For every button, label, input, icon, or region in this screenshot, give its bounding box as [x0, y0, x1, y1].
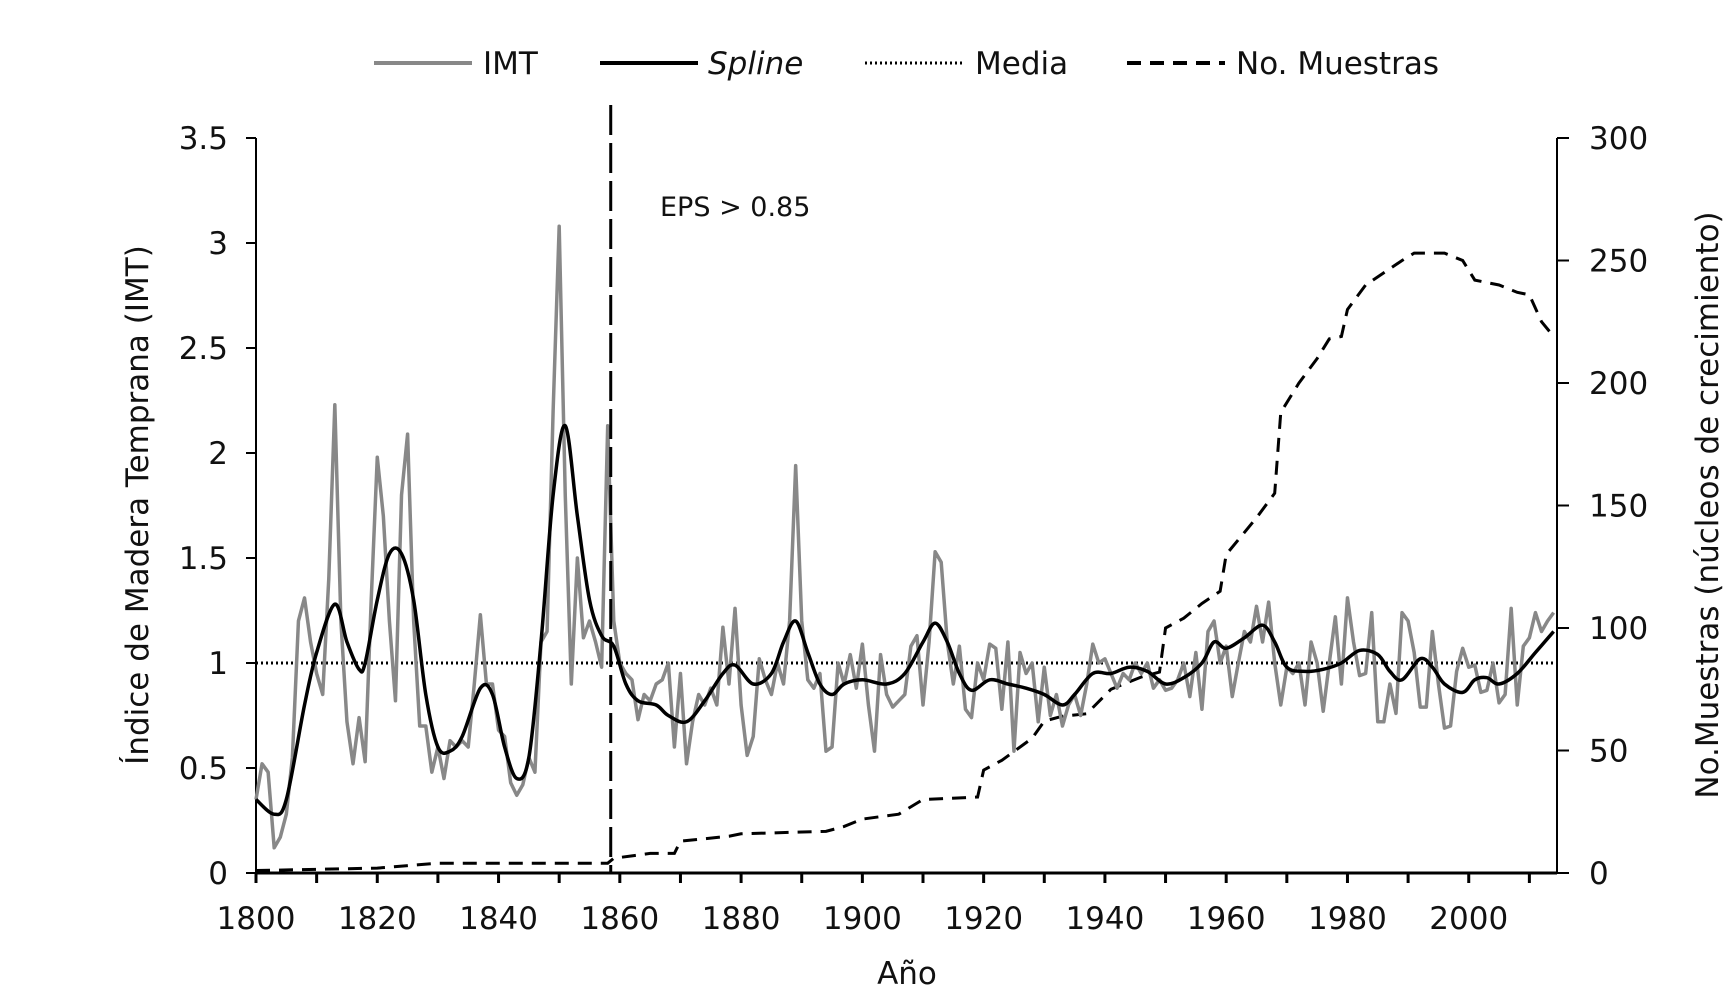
x-tick-label: 1820: [338, 901, 417, 937]
y-tick-label: 1.5: [179, 541, 228, 577]
y-tick-label: 3: [208, 226, 228, 262]
y2-tick-label: 300: [1589, 121, 1648, 157]
y2-tick-label: 200: [1589, 366, 1648, 402]
x-tick-label: 1960: [1187, 901, 1266, 937]
series: [254, 105, 1557, 873]
y2-tick-label: 100: [1589, 611, 1648, 647]
eps-annotation: EPS > 0.85: [660, 192, 810, 223]
y-tick-label: 2.5: [179, 331, 228, 367]
x-tick-label: 1880: [702, 901, 781, 937]
y-tick-label: 3.5: [179, 121, 228, 157]
y2-tick-label: 50: [1589, 734, 1628, 770]
x-tick-label: 2000: [1429, 901, 1508, 937]
x-tick-label: 1920: [944, 901, 1023, 937]
x-tick-label: 1900: [823, 901, 902, 937]
legend-media-label: Media: [975, 46, 1068, 82]
legend-samples-label: No. Muestras: [1236, 46, 1439, 82]
y2-tick-label: 250: [1589, 244, 1648, 280]
axes: 0 0.5 1 1.5 2 2.5 3 3.5 0 50 100 150 200 250 300 1800 18…: [179, 121, 1648, 937]
y2-tick-label: 150: [1589, 489, 1648, 525]
x-tick-label: 1800: [217, 901, 296, 937]
legend-imt-label: IMT: [483, 46, 539, 82]
y-tick-label: 1: [208, 646, 228, 682]
legend: IMT Spline Media No. Muestras: [374, 46, 1439, 82]
x-tick-label: 1940: [1065, 901, 1144, 937]
y-tick-label: 0.5: [179, 751, 228, 787]
y-axis-title: Índice de Madera Temprana (IMT): [120, 245, 156, 765]
y-tick-label: 0: [208, 856, 228, 892]
x-tick-label: 1980: [1308, 901, 1387, 937]
legend-spline-label: Spline: [708, 46, 803, 82]
samples-line: [255, 251, 1555, 873]
imt-line: [254, 224, 1556, 850]
y-tick-label: 2: [208, 436, 228, 472]
x-axis-title: Año: [877, 956, 937, 992]
y2-tick-label: 0: [1589, 856, 1609, 892]
spline-line: [254, 423, 1555, 817]
x-tick-label: 1840: [459, 901, 538, 937]
y2-axis-title: No.Muestras (núcleos de crecimiento): [1690, 211, 1723, 798]
x-tick-label: 1860: [580, 901, 659, 937]
